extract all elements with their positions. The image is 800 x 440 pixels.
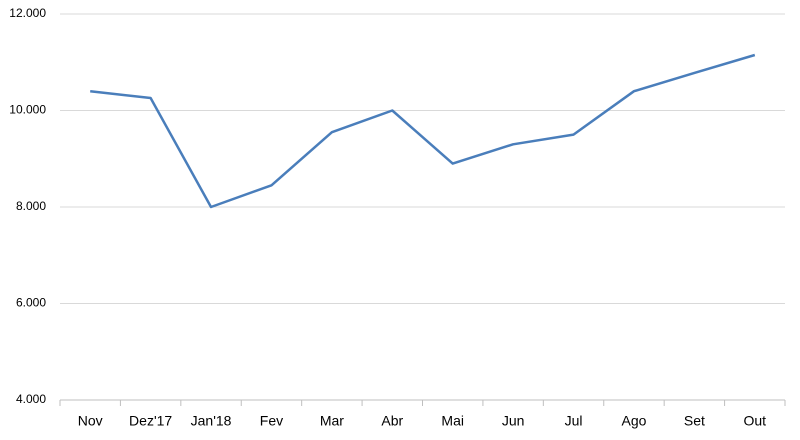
x-tick-label: Dez'17: [129, 413, 172, 429]
x-tick-label: Abr: [381, 413, 403, 429]
x-tick-label: Out: [744, 413, 767, 429]
x-tick-label: Jul: [565, 413, 583, 429]
x-tick-label: Ago: [621, 413, 646, 429]
y-tick-label: 4.000: [16, 392, 46, 406]
line-series: [90, 53, 756, 209]
x-tick-label: Fev: [260, 413, 283, 429]
x-tick-label: Jun: [502, 413, 525, 429]
y-tick-label: 6.000: [16, 296, 46, 310]
x-tick-label: Mar: [320, 413, 344, 429]
y-tick-label: 10.000: [9, 103, 46, 117]
x-tick-label: Set: [684, 413, 705, 429]
x-tick-label: Nov: [78, 413, 103, 429]
x-tick-label: Jan'18: [191, 413, 232, 429]
y-tick-label: 12.000: [9, 6, 46, 20]
y-tick-label: 8.000: [16, 199, 46, 213]
x-tick-label: Mai: [441, 413, 464, 429]
